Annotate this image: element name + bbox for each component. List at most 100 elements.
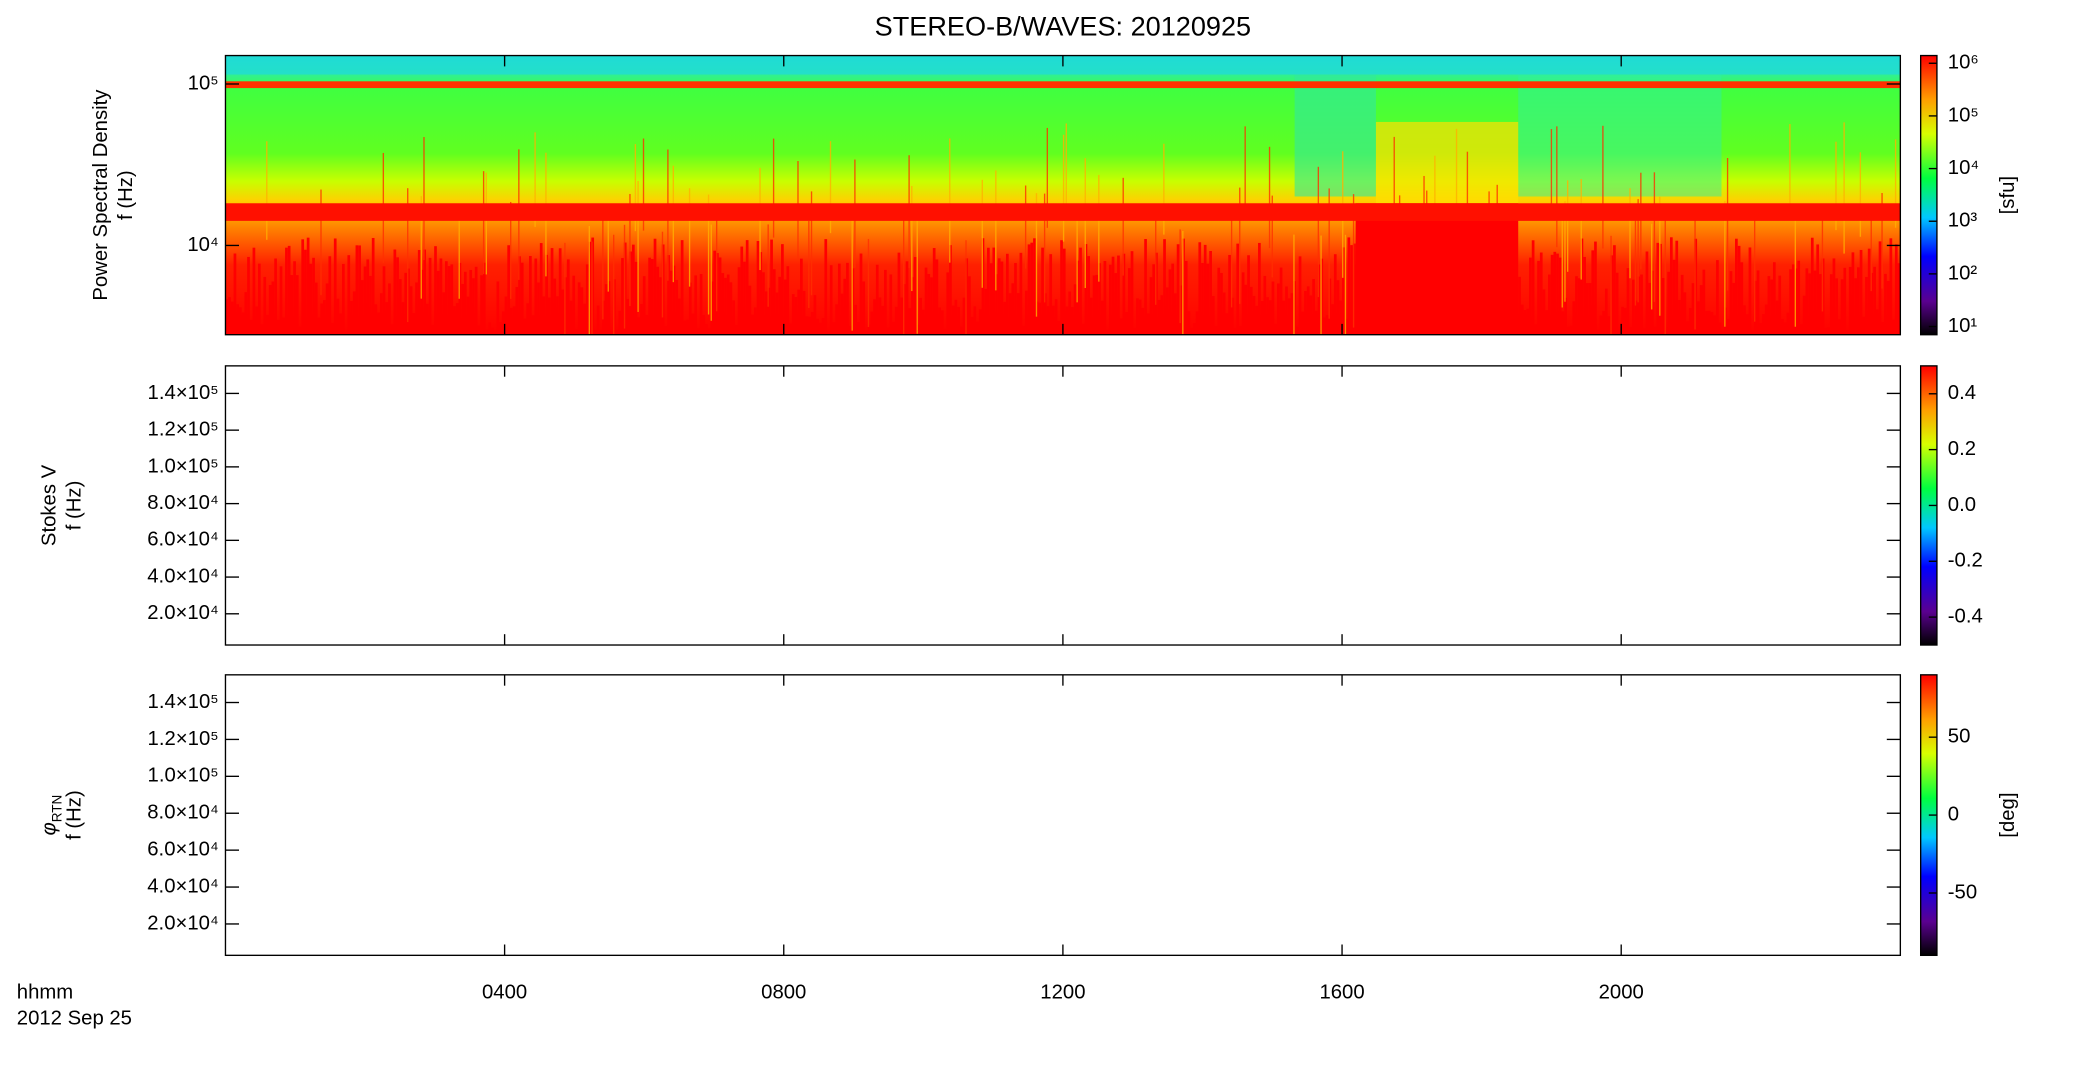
streak (1743, 305, 1746, 335)
streak (236, 304, 240, 335)
streak (488, 322, 492, 335)
streak (810, 312, 814, 335)
streak (949, 245, 952, 335)
streak (287, 245, 291, 335)
streak (1336, 280, 1340, 335)
streak (518, 256, 521, 335)
streak (1520, 304, 1524, 335)
streak (886, 327, 890, 335)
streak (938, 307, 941, 335)
streak (653, 238, 657, 335)
streak (694, 275, 698, 335)
streak (556, 296, 559, 335)
streak (908, 308, 912, 335)
streak (1263, 275, 1267, 335)
streak (870, 311, 874, 335)
x-tick-label: 1200 (1040, 982, 1085, 1004)
streak (962, 297, 966, 335)
streak (1791, 264, 1795, 335)
y-tick-label: 1.4×10⁵ (148, 382, 219, 404)
y-axis-unit: f (Hz) (63, 481, 85, 531)
streak (997, 258, 1001, 335)
streak (1333, 254, 1337, 335)
streak (661, 231, 664, 318)
streak (1599, 315, 1603, 335)
streak (965, 240, 967, 335)
streak (1726, 157, 1729, 291)
streak (477, 325, 481, 335)
streak (1008, 293, 1012, 335)
x-tick-label: 2000 (1599, 982, 1644, 1004)
streak (1572, 301, 1576, 335)
streak (637, 317, 641, 335)
streak (911, 185, 913, 292)
colorbar-tick-label: -50 (1948, 881, 1977, 903)
streak (970, 316, 974, 335)
streak (304, 249, 307, 335)
streak (1583, 256, 1586, 335)
streak (875, 264, 879, 335)
streak (279, 266, 283, 335)
streak (439, 258, 443, 335)
streak (1146, 313, 1150, 335)
streak (1748, 247, 1752, 335)
streak (808, 220, 810, 308)
streak (1653, 172, 1656, 302)
streak (1144, 239, 1147, 335)
streak (621, 258, 624, 335)
streak (1043, 193, 1046, 303)
streak (493, 331, 497, 335)
streak (255, 306, 258, 335)
streak (371, 237, 375, 335)
streak (1772, 262, 1776, 335)
streak (1239, 187, 1241, 304)
streak (239, 307, 242, 335)
streak (1220, 272, 1223, 335)
streak (1279, 267, 1283, 335)
streak (1290, 293, 1294, 335)
streak (1328, 188, 1330, 319)
streak (415, 282, 418, 335)
streak (1667, 271, 1670, 335)
streak (1607, 316, 1611, 335)
streak (1680, 274, 1684, 335)
streak (1019, 252, 1023, 335)
streak (1737, 245, 1741, 335)
streak (1095, 274, 1099, 335)
streak (924, 267, 928, 335)
streak (1285, 286, 1288, 335)
streak (382, 266, 386, 335)
streak (1637, 199, 1639, 303)
colorbar-tick-label: 10⁵ (1948, 104, 1979, 126)
streak (390, 324, 394, 335)
streak (1659, 196, 1661, 316)
streak (946, 272, 950, 335)
streak (1569, 325, 1573, 335)
streak (1352, 194, 1355, 328)
streak (1317, 166, 1320, 298)
active-region (1375, 121, 1519, 204)
streak (1122, 177, 1124, 276)
streak (1027, 244, 1031, 335)
streak (1566, 180, 1569, 272)
streak (1071, 307, 1074, 335)
streak (1117, 255, 1120, 335)
streak (1195, 311, 1199, 335)
y-axis-label: Stokes V (39, 464, 61, 546)
streak (463, 271, 467, 335)
streak (987, 247, 990, 335)
streak (659, 277, 662, 335)
streak (1596, 330, 1600, 335)
streak (1222, 292, 1226, 335)
y-tick-label: 10⁵ (188, 72, 219, 94)
streak (1133, 327, 1137, 335)
streak (466, 296, 470, 335)
streak (314, 282, 318, 335)
streak (889, 274, 893, 335)
y-tick-label: 2.0×10⁴ (147, 602, 218, 624)
streak (1878, 241, 1882, 335)
streak (569, 300, 573, 335)
streak (1125, 312, 1128, 335)
streak (691, 313, 695, 335)
streak (1786, 312, 1790, 335)
